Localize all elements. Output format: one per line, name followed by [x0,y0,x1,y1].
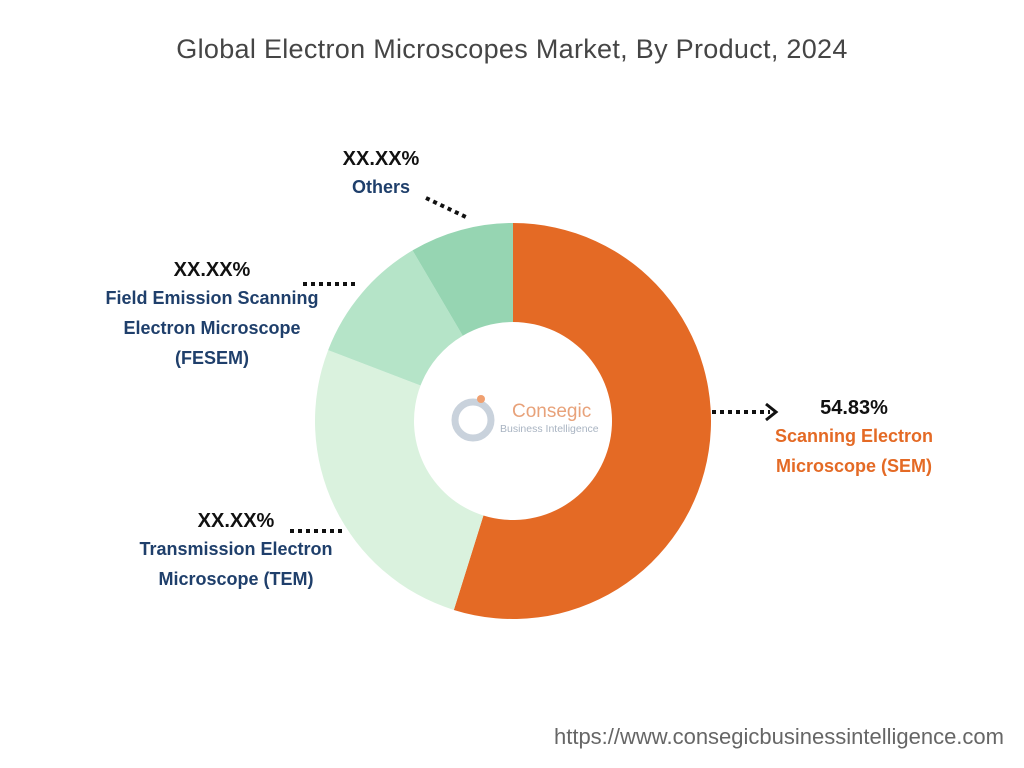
donut-slice [412,223,513,336]
slice-label: XX.XX% Transmission Electron Microscope (… [116,508,356,594]
donut-slice [328,250,463,386]
value-label: 54.83% [820,397,888,419]
chart-title: Global Electron Microscopes Market, By P… [176,34,848,64]
leader-lines [290,196,779,533]
category-label: Others [351,177,411,197]
slice-label: XX.XX% Field Emission Scanning Electron M… [97,257,327,373]
logo-name: Consegic [512,401,591,422]
category-label: Scanning Electron Microscope (SEM) [774,426,934,476]
donut-slice [315,350,484,610]
donut-slice [453,223,711,619]
value-label: XX.XX% [173,259,251,281]
value-label: XX.XX% [342,148,420,170]
logo-tagline: Business Intelligence [500,423,599,435]
value-label: XX.XX% [197,510,275,532]
category-label: Transmission Electron Microscope (TEM) [139,539,333,589]
slice-label: 54.83% Scanning Electron Microscope (SEM) [744,395,964,481]
category-label: Field Emission Scanning Electron Microsc… [105,288,319,368]
slice-label: XX.XX% Others [306,146,456,202]
logo: Consegic Business Intelligence [451,395,599,442]
source-url: https://www.consegicbusinessintelligence… [553,724,1004,749]
